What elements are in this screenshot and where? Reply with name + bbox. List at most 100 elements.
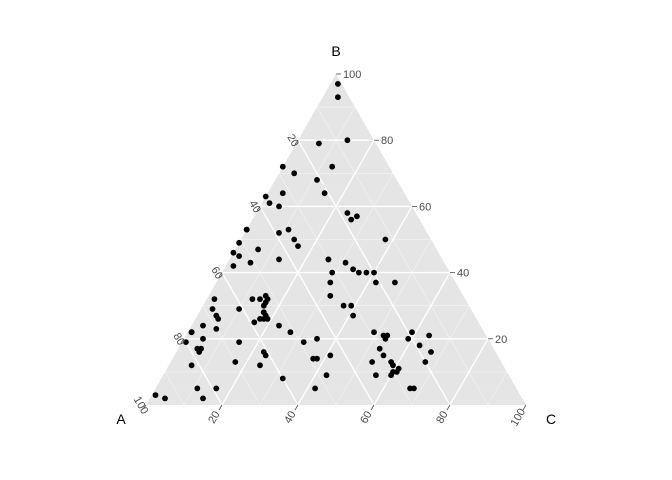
tick-c — [218, 404, 223, 411]
data-point — [236, 306, 243, 312]
grid-line-c — [259, 173, 394, 406]
data-point — [279, 163, 286, 170]
data-point — [323, 372, 330, 379]
tick-labels: 20 20 20 40 40 40 60 60 60 80 80 80 100 100 100 — [131, 69, 528, 428]
tick-a — [218, 272, 223, 277]
data-point — [295, 243, 301, 250]
data-point — [276, 230, 282, 236]
data-point — [382, 335, 389, 342]
data-point — [327, 352, 334, 359]
data-point — [152, 392, 159, 398]
data-point — [200, 335, 206, 342]
data-point — [405, 335, 412, 342]
data-point — [388, 372, 394, 379]
data-point — [316, 140, 322, 147]
data-point — [350, 312, 356, 319]
data-point — [350, 266, 356, 273]
grid-line-a — [221, 272, 299, 406]
data-point — [382, 236, 389, 243]
tick-marks — [142, 73, 527, 411]
tick-c — [446, 404, 451, 411]
axis-title-c: C — [546, 411, 556, 427]
data-point — [348, 302, 355, 309]
data-point — [162, 395, 168, 402]
data-point — [354, 213, 360, 220]
grid-line-a — [240, 239, 337, 406]
data-point — [369, 359, 375, 365]
grid-line-c — [449, 338, 489, 406]
grid-line-a — [278, 173, 413, 406]
data-point — [188, 362, 195, 369]
tick-label-c: 20 — [206, 409, 223, 426]
tick-label-b: 80 — [381, 135, 393, 147]
data-point — [422, 359, 429, 365]
tick-label-a: 100 — [131, 395, 151, 417]
data-point — [260, 302, 267, 309]
tick-a — [256, 206, 261, 211]
data-point — [335, 94, 341, 101]
data-point — [348, 216, 355, 223]
tick-a — [180, 338, 185, 344]
tick-label-a: 60 — [208, 265, 225, 282]
data-point — [291, 170, 298, 177]
data-point — [325, 256, 332, 263]
tick-label-a: 80 — [170, 331, 187, 348]
data-point — [230, 263, 237, 269]
data-point — [392, 279, 398, 286]
data-point — [249, 296, 256, 302]
data-point — [329, 269, 336, 276]
data-point — [264, 316, 271, 322]
data-point — [236, 253, 243, 259]
grid-line-c — [487, 371, 508, 406]
grid-line-a — [183, 338, 223, 406]
grid-line-c — [335, 239, 432, 406]
data-point — [236, 339, 243, 345]
data-point — [257, 296, 263, 302]
data-point — [251, 319, 258, 326]
data-point — [335, 81, 341, 87]
tick-c — [370, 404, 375, 411]
data-point — [257, 362, 263, 369]
data-point — [230, 249, 237, 256]
tick-label-c: 40 — [282, 409, 299, 426]
data-point — [279, 190, 286, 197]
data-point — [194, 385, 201, 392]
tick-label-c: 80 — [434, 409, 451, 426]
data-point — [363, 269, 370, 276]
grid-lines — [164, 106, 508, 406]
tick-label-c: 60 — [358, 409, 375, 426]
axis-title-a: A — [116, 411, 126, 427]
data-point — [213, 385, 220, 392]
data-point — [340, 302, 347, 309]
data-point — [243, 226, 250, 233]
data-point — [312, 385, 318, 392]
data-point — [196, 349, 203, 355]
grid-line-c — [411, 305, 470, 406]
grid-line-a — [164, 371, 185, 406]
data-point — [247, 259, 254, 266]
data-point — [428, 349, 434, 355]
data-point — [327, 279, 334, 286]
tick-a — [142, 404, 147, 410]
data-point — [344, 210, 351, 216]
data-point — [279, 375, 286, 382]
tick-label-a: 20 — [284, 132, 301, 149]
data-point — [188, 329, 195, 336]
data-point — [276, 256, 282, 263]
data-point — [393, 369, 400, 375]
data-point — [276, 322, 282, 329]
data-point — [344, 137, 351, 144]
tick-label-b: 40 — [457, 268, 469, 280]
data-point — [262, 352, 269, 359]
data-point — [376, 345, 383, 352]
data-point — [287, 329, 294, 336]
data-point — [416, 342, 423, 349]
data-point — [255, 246, 261, 253]
data-point — [200, 395, 206, 402]
data-point — [373, 372, 379, 379]
data-point — [200, 322, 206, 329]
grid-line-a — [316, 106, 489, 406]
data-point — [209, 306, 216, 312]
data-point — [291, 236, 298, 243]
tick-label-a: 40 — [246, 199, 263, 216]
